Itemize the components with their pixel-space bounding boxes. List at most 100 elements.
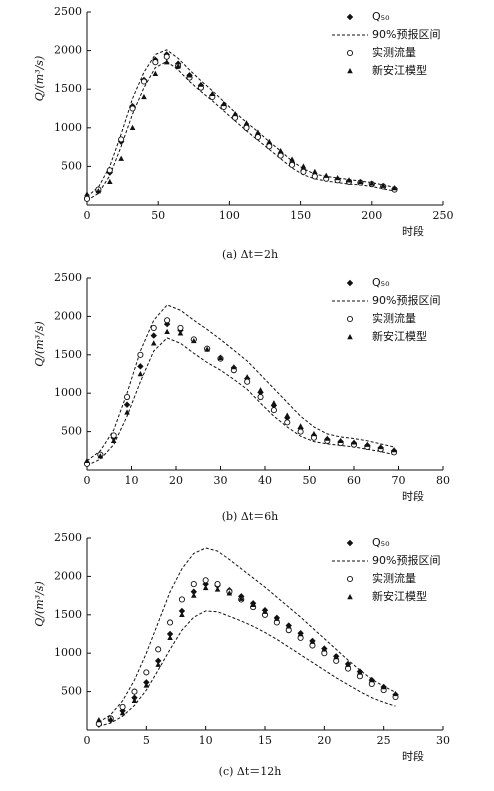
point	[321, 646, 328, 652]
point	[150, 324, 157, 331]
legend-label: Q₅₀	[372, 10, 390, 23]
point	[312, 168, 318, 175]
point	[262, 608, 268, 614]
point	[274, 615, 280, 621]
point	[214, 581, 221, 588]
point	[204, 346, 210, 352]
point	[137, 363, 144, 370]
point	[97, 453, 104, 459]
caption: (b) Δt＝6h	[222, 510, 279, 523]
point	[143, 682, 150, 688]
legend-marker	[347, 334, 353, 340]
point	[311, 430, 317, 437]
point	[277, 147, 284, 154]
interval-lower	[86, 337, 395, 466]
x-axis-label: 时段	[402, 489, 424, 503]
point	[163, 59, 170, 65]
legend-marker	[346, 315, 354, 323]
point	[244, 374, 250, 380]
y-tick-label: 500	[61, 685, 82, 698]
point	[191, 337, 197, 344]
legend-label: 实测流量	[372, 45, 416, 59]
point	[351, 439, 357, 445]
point	[357, 178, 364, 185]
x-tick-label: 100	[219, 209, 240, 222]
x-tick-label: 15	[258, 734, 272, 747]
point	[297, 631, 304, 637]
point	[84, 457, 90, 463]
point	[243, 124, 250, 131]
legend-marker	[346, 279, 354, 287]
x-axis-label: 时段	[402, 224, 424, 238]
point	[266, 143, 273, 150]
point	[118, 136, 125, 143]
point	[137, 371, 144, 377]
point	[346, 177, 352, 183]
point	[257, 393, 264, 401]
point	[285, 623, 292, 629]
point	[369, 180, 375, 186]
point	[300, 163, 307, 169]
point	[392, 690, 399, 697]
x-tick-label: 0	[84, 734, 91, 747]
x-tick-label: 10	[125, 474, 139, 487]
legend-label: 新安江模型	[372, 63, 427, 77]
point	[257, 387, 264, 393]
point	[110, 437, 117, 444]
point	[152, 59, 159, 66]
y-tick-label: 1500	[54, 348, 82, 361]
y-axis-label: Q/(m³/s)	[33, 56, 46, 102]
y-tick-label: 2000	[54, 44, 82, 57]
point	[369, 677, 375, 683]
point	[143, 679, 150, 686]
x-tick-label: 20	[317, 734, 331, 747]
y-axis-label: Q/(m³/s)	[33, 581, 46, 627]
y-tick-label: 2000	[54, 309, 82, 322]
point	[177, 324, 184, 331]
point	[250, 601, 256, 608]
point	[345, 661, 351, 667]
caption: (c) Δt＝12h	[219, 765, 282, 778]
point	[190, 581, 197, 588]
legend-label: 90%预报区间	[372, 27, 440, 41]
point	[284, 412, 291, 418]
point	[124, 409, 130, 415]
point	[377, 443, 384, 450]
point	[214, 586, 221, 592]
point	[167, 634, 173, 641]
x-tick-label: 25	[377, 734, 391, 747]
point	[297, 423, 304, 429]
x-tick-label: 50	[303, 474, 317, 487]
x-tick-label: 250	[433, 209, 454, 222]
x-tick-label: 50	[151, 209, 165, 222]
point	[131, 697, 138, 704]
point	[107, 716, 114, 722]
legend-label: 90%预报区间	[372, 293, 440, 307]
point	[220, 100, 227, 107]
x-tick-label: 30	[436, 734, 450, 747]
point	[83, 195, 91, 202]
x-tick-label: 10	[199, 734, 213, 747]
x-tick-label: 5	[143, 734, 150, 747]
legend-marker	[346, 539, 354, 547]
x-tick-label: 80	[436, 474, 450, 487]
x-tick-label: 200	[361, 209, 382, 222]
point	[178, 607, 186, 615]
point	[129, 124, 136, 130]
point	[289, 156, 295, 162]
x-axis-label: 时段	[402, 749, 424, 763]
point	[238, 595, 245, 601]
point	[254, 134, 261, 141]
point	[190, 588, 197, 595]
x-tick-label: 60	[347, 474, 361, 487]
point	[106, 167, 113, 174]
point	[266, 138, 273, 144]
y-tick-label: 500	[61, 159, 82, 172]
point	[334, 174, 341, 181]
point	[124, 393, 131, 401]
x-tick-label: 70	[392, 474, 406, 487]
point	[202, 584, 209, 591]
point	[123, 401, 131, 408]
point	[131, 688, 138, 695]
y-tick-label: 1500	[54, 608, 82, 621]
